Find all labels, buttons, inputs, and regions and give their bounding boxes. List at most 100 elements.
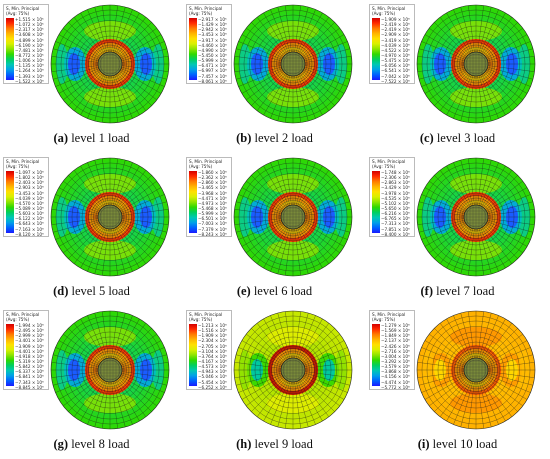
legend-value: −5.454 × 10⁶ (198, 379, 227, 385)
legend-value: −7.042 × 10⁶ (381, 73, 410, 79)
legend-header: S, Min. Principal (Avg: 75%) (6, 6, 39, 16)
legend-value: −3.868 × 10⁶ (381, 369, 410, 375)
legend-header-line: S, Min. Principal (189, 6, 223, 11)
panel-caption-text: level 6 load (250, 284, 313, 298)
legend-value: −4.474 × 10⁶ (381, 379, 410, 385)
legend-value: −2.317 × 10⁵ (15, 27, 44, 33)
legend-header: S, Min. Principal (Avg: 75%) (372, 6, 405, 16)
legend-value: −6.471 × 10⁶ (198, 63, 227, 69)
legend-value: −4.471 × 10⁶ (198, 195, 227, 201)
contour-panel: S, Min. Principal (Avg: 75%) +1.515 × 10⁵ −… (0, 0, 183, 153)
legend-value: −1.849 × 10⁶ (381, 333, 410, 339)
legend-value: −3.453 × 10⁶ (15, 190, 44, 196)
stress-contour-plot (233, 4, 353, 124)
legend-value: −3.104 × 10⁶ (198, 348, 227, 354)
legend-value: −1.429 × 10⁶ (198, 22, 227, 28)
legend-value: −4.990 × 10⁶ (198, 47, 227, 53)
panel-label: (c) (419, 131, 434, 145)
legend-value: −3.465 × 10⁶ (198, 185, 227, 191)
legend-header-line: S, Min. Principal (189, 159, 223, 164)
legend-value: −6.541 × 10⁶ (381, 68, 410, 74)
legend-value: −7.851 × 10⁶ (381, 226, 410, 232)
legend-value: −2.863 × 10⁶ (381, 180, 410, 186)
panel-caption-text: level 8 load (68, 437, 130, 451)
contour-panel: S, Min. Principal (Avg: 75%) −1.994 × 10⁶ −… (0, 306, 183, 459)
legend-header-line: (Avg: 75%) (189, 11, 213, 16)
color-legend: S, Min. Principal (Avg: 75%) −1.860 × 10⁶ −… (186, 157, 232, 237)
contour-panel: S, Min. Principal (Avg: 75%) −1.860 × 10⁶ −… (183, 153, 366, 306)
legend-value: −4.460 × 10⁶ (198, 42, 227, 48)
legend-value: −7.343 × 10⁶ (15, 379, 44, 385)
legend-color-bar (189, 18, 197, 80)
legend-value: −2.304 × 10⁶ (198, 338, 227, 344)
stress-contour-plot (233, 157, 353, 277)
stress-contour-plot (233, 310, 353, 430)
legend-header: S, Min. Principal (Avg: 75%) (189, 6, 222, 16)
legend-value: −5.772 × 10⁶ (381, 384, 410, 390)
legend-value: −2.419 × 10⁶ (381, 22, 410, 28)
legend-value: −6.643 × 10⁶ (15, 221, 44, 227)
color-legend: S, Min. Principal (Avg: 75%) +1.515 × 10⁵ −… (3, 4, 49, 84)
legend-value: −5.468 × 10⁶ (198, 205, 227, 211)
legend-header-line: (Avg: 75%) (189, 317, 213, 322)
legend-value: −4.970 × 10⁶ (381, 52, 410, 58)
legend-value: −7.522 × 10⁶ (381, 78, 410, 84)
legend-value: −2.999 × 10⁶ (15, 333, 44, 339)
legend-value: −5.999 × 10⁶ (198, 58, 227, 64)
legend-header-line: (Avg: 75%) (6, 317, 30, 322)
legend-value: −8.400 × 10⁶ (381, 231, 410, 237)
stress-contour-plot (416, 310, 536, 430)
color-legend: S, Min. Principal (Avg: 75%) −1.994 × 10⁶ −… (3, 310, 49, 390)
legend-header-line: (Avg: 75%) (372, 11, 396, 16)
legend-color-bar (372, 171, 380, 233)
legend-header-line: S, Min. Principal (6, 159, 40, 164)
panel-caption-text: level 7 load (433, 284, 495, 298)
contour-panel: S, Min. Principal (Avg: 75%) −1.213 × 10⁶ −… (183, 306, 366, 459)
legend-value: −6.216 × 10⁶ (381, 211, 410, 217)
legend-value: −3.429 × 10⁶ (381, 185, 410, 191)
legend-header-line: S, Min. Principal (189, 312, 223, 317)
legend-value: −3.764 × 10⁶ (198, 353, 227, 359)
legend-color-bar (189, 171, 197, 233)
legend-header-line: S, Min. Principal (6, 312, 40, 317)
legend-value: −2.705 × 10⁶ (198, 343, 227, 349)
legend-value: −4.401 × 10⁶ (15, 348, 44, 354)
legend-value: −4.039 × 10⁶ (15, 195, 44, 201)
legend-value: −6.337 × 10⁶ (15, 369, 44, 375)
legend-value: −2.419 × 10⁶ (381, 27, 410, 33)
legend-value: −5.319 × 10⁶ (15, 358, 44, 364)
legend-value: −3.419 × 10⁶ (381, 37, 410, 43)
legend-value: −4.899 × 10⁵ (15, 37, 44, 43)
legend-color-bar (372, 18, 380, 80)
legend-value: −1.393 × 10⁶ (15, 73, 44, 79)
panel-caption-text: level 9 load (251, 437, 313, 451)
legend-value: −4.535 × 10⁶ (381, 195, 410, 201)
legend-header-line: S, Min. Principal (372, 312, 406, 317)
legend-value: −5.102 × 10⁶ (381, 200, 410, 206)
legend-value: −7.313 × 10⁶ (381, 221, 410, 227)
legend-value: −2.909 × 10⁶ (381, 32, 410, 38)
legend-value: −2.426 × 10⁶ (381, 343, 410, 349)
legend-value: −2.942 × 10⁶ (198, 27, 227, 33)
legend-value: −1.569 × 10⁶ (381, 328, 410, 334)
legend-value: −5.450 × 10⁶ (198, 52, 227, 58)
color-legend: S, Min. Principal (Avg: 75%) −1.909 × 10⁶ −… (369, 4, 415, 84)
legend-value: −3.579 × 10⁶ (381, 364, 410, 370)
legend-color-bar (6, 324, 14, 386)
legend-value: −4.156 × 10⁶ (381, 374, 410, 380)
legend-value: −7.379 × 10⁶ (198, 226, 227, 232)
legend-value: −6.122 × 10⁶ (15, 216, 44, 222)
legend-header-line: S, Min. Principal (6, 6, 40, 11)
legend-header: S, Min. Principal (Avg: 75%) (6, 312, 39, 322)
panel-caption-text: level 3 load (433, 131, 496, 145)
legend-color-bar (6, 18, 14, 80)
legend-value: −8.120 × 10⁶ (15, 231, 44, 237)
panel-label: (i) (417, 437, 430, 451)
legend-value: −5.046 × 10⁶ (198, 374, 227, 380)
legend-value: −7.457 × 10⁶ (198, 73, 227, 79)
legend-value: −6.997 × 10⁶ (198, 68, 227, 74)
legend-value: −1.522 × 10⁶ (15, 78, 44, 84)
panel-caption: (d) level 5 load (0, 284, 183, 299)
panel-label: (g) (53, 437, 69, 451)
legend-value: −3.968 × 10⁶ (198, 190, 227, 196)
